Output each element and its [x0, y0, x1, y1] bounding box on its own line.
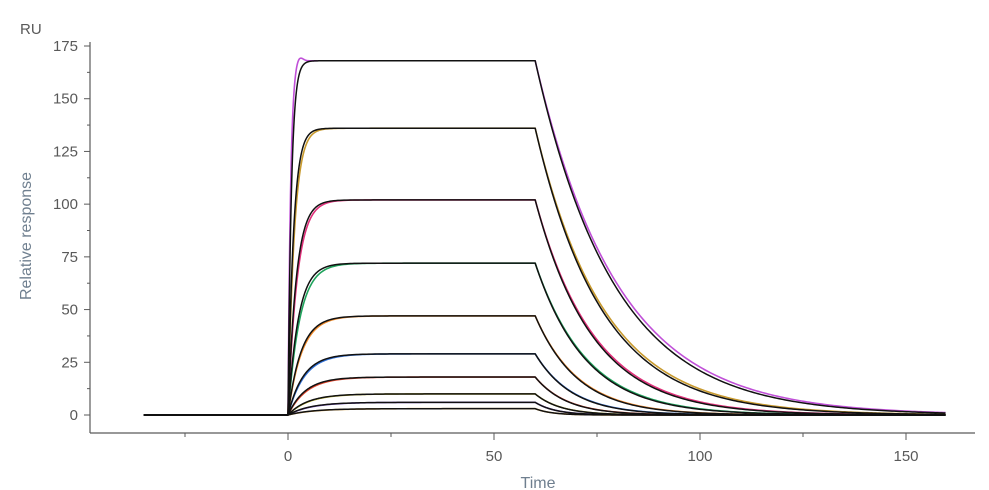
fit-curve-1: [143, 60, 946, 416]
y-tick-label-100: 100: [53, 196, 78, 213]
sensorgram-curve-2: [143, 127, 946, 416]
x-tick-label-150: 150: [893, 448, 918, 465]
fit-curve-7: [143, 376, 946, 416]
y-tick-label-25: 25: [61, 354, 78, 371]
fit-curve-3: [143, 199, 946, 416]
fit-curve-2: [143, 127, 946, 416]
x-tick-label-50: 50: [486, 448, 503, 465]
y-tick-label-175: 175: [53, 38, 78, 55]
series-group: [143, 57, 946, 416]
sensorgram-curve-7: [143, 376, 946, 416]
x-tick-label-100: 100: [687, 448, 712, 465]
fit-curve-10: [143, 407, 946, 416]
y-unit-label: RU: [20, 21, 42, 38]
x-tick-label-0: 0: [284, 448, 292, 465]
y-tick-label-125: 125: [53, 143, 78, 160]
y-tick-group: 0 25 50 75 100 125 150 175: [53, 38, 90, 424]
x-tick-group: 0 50 100 150: [184, 433, 919, 465]
y-tick-label-150: 150: [53, 91, 78, 108]
y-axis-title: Relative response: [18, 172, 35, 300]
sensorgram-curve-1: [143, 57, 946, 416]
y-tick-label-50: 50: [61, 302, 78, 319]
sensorgram-curve-4: [143, 262, 946, 416]
y-tick-label-75: 75: [61, 249, 78, 266]
fit-curve-4: [143, 262, 946, 416]
x-axis-title: Time: [521, 475, 556, 490]
y-tick-label-0: 0: [70, 407, 78, 424]
